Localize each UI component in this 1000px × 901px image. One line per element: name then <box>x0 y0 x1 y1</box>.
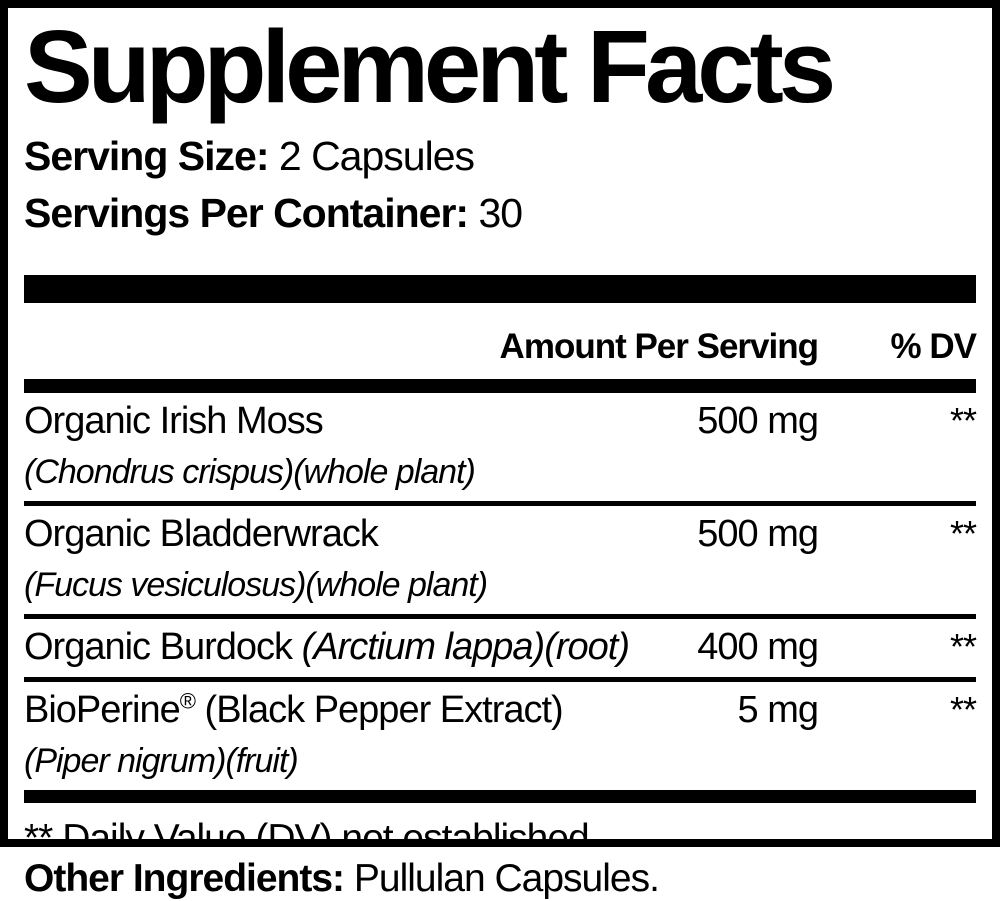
servings-per-container-value: 30 <box>468 189 523 236</box>
divider-header <box>24 379 976 394</box>
ingredient-dv: ** <box>949 689 977 731</box>
ingredient-row: BioPerine® (Black Pepper Extract) 5 mg *… <box>24 682 977 790</box>
ingredient-row: Organic Bladderwrack 500 mg ** (Fucus ve… <box>24 506 977 614</box>
supplement-facts-panel: Supplement Facts Serving Size: 2 Capsule… <box>0 0 1000 847</box>
ingredient-amount: 500 mg <box>697 400 819 443</box>
panel-title: Supplement Facts <box>24 9 836 124</box>
ingredient-name: BioPerine® (Black Pepper Extract) <box>24 688 564 732</box>
other-ingredients-value: Pullulan Capsules. <box>344 857 660 900</box>
ingredient-botanical-name: (Piper nigrum)(fruit) <box>24 742 299 781</box>
ingredient-dv: ** <box>949 625 977 667</box>
serving-size-line: Serving Size: 2 Capsules <box>24 128 976 185</box>
daily-value-footnote: ** Daily Value (DV) not established <box>24 817 590 847</box>
ingredient-amount: 400 mg <box>697 625 819 668</box>
ingredient-amount: 500 mg <box>697 512 819 555</box>
registered-trademark-symbol: ® <box>179 688 196 714</box>
divider-row <box>24 500 976 506</box>
other-ingredients-line: Other Ingredients: Pullulan Capsules. <box>24 857 1000 901</box>
ingredient-botanical-name: (Fucus vesiculosus)(whole plant) <box>24 565 488 604</box>
serving-size-label: Serving Size: <box>24 133 269 180</box>
servings-per-container-label: Servings Per Container: <box>24 189 469 236</box>
ingredient-amount: 5 mg <box>737 689 819 732</box>
ingredient-botanical-name: (Chondrus crispus)(whole plant) <box>24 453 476 492</box>
header-amount-per-serving: Amount Per Serving <box>499 327 819 367</box>
divider-row <box>24 613 976 619</box>
divider-footnote <box>24 790 976 804</box>
divider-thick-top <box>24 275 976 304</box>
ingredient-detail: (Black Pepper Extract) <box>195 689 564 732</box>
ingredient-row: Organic Irish Moss 500 mg ** (Chondrus c… <box>24 393 977 501</box>
ingredient-name: Organic Bladderwrack <box>24 512 379 555</box>
ingredient-dv: ** <box>949 512 977 554</box>
servings-per-container-line: Servings Per Container: 30 <box>24 185 976 242</box>
table-header-row: Amount Per Serving % DV <box>24 303 977 379</box>
ingredient-row: Organic Burdock (Arctium lappa)(root) 40… <box>24 619 977 678</box>
ingredient-name: Organic Irish Moss <box>24 400 324 443</box>
divider-row <box>24 677 976 683</box>
serving-size-value: 2 Capsules <box>268 133 475 180</box>
ingredient-botanical-inline: (Arctium lappa)(root) <box>292 625 630 668</box>
header-percent-dv: % DV <box>890 327 977 367</box>
other-ingredients-label: Other Ingredients: <box>24 857 345 900</box>
ingredient-name: Organic Burdock (Arctium lappa)(root) <box>24 625 630 668</box>
ingredient-dv: ** <box>949 400 977 442</box>
